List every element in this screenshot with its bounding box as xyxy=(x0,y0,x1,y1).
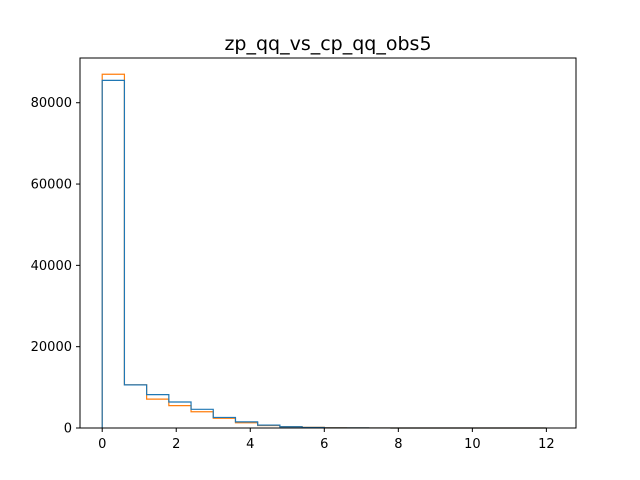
x-tick-label: 10 xyxy=(464,437,481,452)
chart-title: zp_qq_vs_cp_qq_obs5 xyxy=(224,33,431,55)
histogram-series-1 xyxy=(101,73,547,429)
axes: 0 2 4 6 8 10 12 0 20000 40000 60000 80000 xyxy=(31,96,555,452)
plot-area xyxy=(101,73,547,429)
y-tick-label: 20000 xyxy=(31,340,72,355)
y-tick-label: 40000 xyxy=(31,259,72,274)
y-tick-label: 80000 xyxy=(31,96,72,111)
plot-frame xyxy=(79,57,577,429)
x-tick-label: 6 xyxy=(320,437,328,452)
x-tick-label: 8 xyxy=(394,437,402,452)
histogram-series-2 xyxy=(101,79,547,429)
x-tick-label: 0 xyxy=(98,437,106,452)
x-tick-label: 4 xyxy=(246,437,254,452)
y-tick-label: 0 xyxy=(64,422,72,437)
x-tick-label: 2 xyxy=(172,437,180,452)
y-tick-label: 60000 xyxy=(31,178,72,193)
x-tick-label: 12 xyxy=(538,437,555,452)
